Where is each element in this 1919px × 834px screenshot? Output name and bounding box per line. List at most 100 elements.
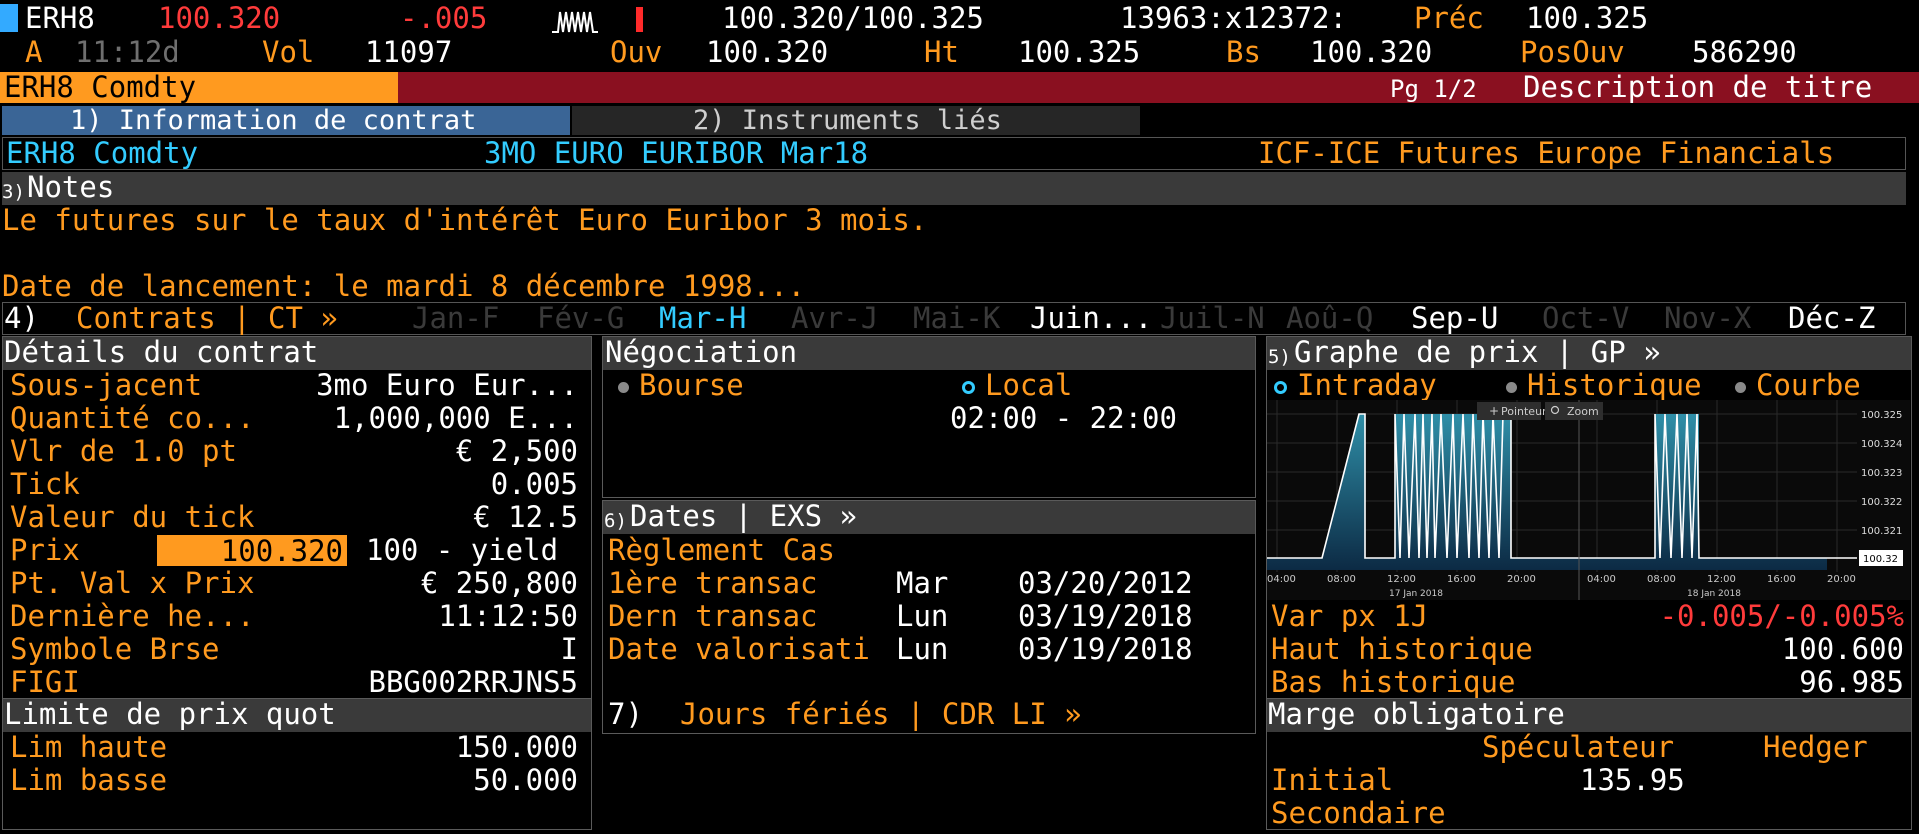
contracts-link[interactable]: Contrats | CT »	[76, 301, 338, 335]
dates-panel	[602, 500, 1256, 734]
month-dec[interactable]: Déc-Z	[1788, 301, 1876, 335]
margin-label-initial: Initial	[1271, 763, 1394, 797]
notes-line-2: Date de lancement: le mardi 8 décembre 1…	[2, 269, 806, 303]
graph-radio-historical-label: Historique	[1527, 368, 1702, 402]
month-jun[interactable]: Juin...	[1030, 301, 1153, 335]
detail-value-tick: 0.005	[490, 467, 578, 501]
date-label-valuation: Date valorisati	[608, 633, 870, 666]
month-oct[interactable]: Oct-V	[1542, 301, 1630, 335]
detail-label-quantity: Quantité co...	[10, 401, 255, 435]
volume-label: Vol	[262, 35, 315, 69]
svg-text:+: +	[1489, 404, 1499, 418]
negotiation-radio-local[interactable]: Local	[962, 369, 1072, 402]
net-change: -.005	[400, 1, 488, 35]
page-indicator[interactable]: Pg 1/2	[1390, 75, 1477, 103]
negotiation-panel	[602, 336, 1256, 498]
margin-label-maintenance: Secondaire	[1271, 796, 1446, 830]
dates-header-link[interactable]: Dates | EXS »	[630, 499, 857, 533]
ticker[interactable]: ERH8	[25, 1, 95, 35]
day-label: 17 Jan 2018	[1389, 589, 1443, 599]
detail-price-convention: 100 - yield	[366, 533, 559, 567]
security-field[interactable]	[0, 72, 398, 103]
margin-value-initial: 135.95	[1580, 763, 1685, 797]
prev-close-value: 100.325	[1526, 1, 1649, 35]
graph-radio-curve[interactable]: Courbe	[1735, 369, 1861, 402]
holidays-link[interactable]: Jours fériés | CDR LI »	[680, 697, 1082, 731]
low-label: Bs	[1226, 35, 1261, 69]
margin-header	[1267, 699, 1911, 732]
limits-panel	[2, 698, 592, 830]
detail-value-tick-value: € 12.5	[473, 500, 578, 534]
month-aug[interactable]: Aoû-Q	[1286, 301, 1374, 335]
limit-low-value: 50.000	[473, 763, 578, 797]
chart-pointer-label: Pointeur	[1501, 405, 1547, 418]
month-mar[interactable]: Mar-H	[659, 301, 747, 335]
detail-label-tick: Tick	[10, 467, 80, 501]
stat-label-day-change: Var px 1J	[1271, 599, 1429, 633]
graph-radio-intraday[interactable]: Intraday	[1274, 369, 1437, 402]
detail-label-price: Prix	[10, 533, 80, 567]
date-value-last-trade: 03/19/2018	[1018, 599, 1193, 633]
stat-label-all-time-high: Haut historique	[1271, 632, 1533, 666]
month-feb[interactable]: Fév-G	[537, 301, 625, 335]
intraday-price-chart[interactable]: + Pointeur Zoom 100.325 100.324 100.323 …	[1267, 400, 1910, 600]
limits-header	[3, 699, 591, 732]
detail-label-point-value: Vlr de 1.0 pt	[10, 434, 237, 468]
stat-value-day-change: -0.005/-0.005%	[1659, 599, 1904, 633]
last-price-marker-label: 100.32	[1863, 554, 1898, 565]
chart-pointer-button[interactable]: + Pointeur	[1477, 402, 1547, 420]
limit-low-label: Lim basse	[10, 763, 168, 797]
notes-header	[2, 172, 1906, 205]
x-tick: 16:00	[1767, 574, 1796, 585]
negotiation-radio-exchange[interactable]: Bourse	[618, 369, 744, 402]
chart-zoom-button[interactable]: Zoom	[1545, 402, 1603, 420]
dates-header	[603, 501, 1255, 534]
radio-unselected-icon	[1506, 381, 1517, 393]
stat-label-all-time-low: Bas historique	[1271, 665, 1516, 699]
month-jul[interactable]: Juil-N	[1160, 301, 1265, 335]
a-label: A	[25, 35, 43, 69]
detail-label-last-time: Dernière he...	[10, 599, 255, 633]
details-header	[3, 337, 591, 370]
details-header-label: Détails du contrat	[4, 335, 319, 369]
limits-header-label: Limite de prix quot	[4, 697, 336, 731]
y-tick: 100.323	[1861, 468, 1902, 479]
contracts-row-border	[2, 302, 1906, 335]
graph-radio-historical[interactable]: Historique	[1506, 369, 1702, 402]
notes-header-label: Notes	[27, 170, 115, 204]
negotiation-radio-local-label: Local	[985, 368, 1073, 402]
detail-value-quantity: 1,000,000 E...	[333, 401, 578, 435]
tab-related-instruments[interactable]	[572, 106, 1140, 135]
last-price: 100.320	[158, 1, 281, 35]
x-tick: 08:00	[1327, 574, 1356, 585]
month-nov[interactable]: Nov-X	[1664, 301, 1752, 335]
month-apr[interactable]: Avr-J	[791, 301, 879, 335]
low-value: 100.320	[1310, 35, 1433, 69]
date-day-last-trade: Lun	[896, 599, 949, 633]
detail-label-underlying: Sous-jacent	[10, 368, 203, 402]
radio-selected-icon	[962, 380, 975, 394]
volume-value: 11097	[365, 35, 453, 69]
tab-contract-info[interactable]	[2, 106, 570, 135]
screen-title: Description de titre	[1523, 70, 1873, 104]
detail-value-underlying: 3mo Euro Eur...	[316, 368, 578, 402]
margin-panel	[1266, 698, 1912, 830]
tab-related-instruments-label: 2) Instruments liés	[693, 105, 1002, 136]
graph-header-link[interactable]: Graphe de prix | GP »	[1294, 335, 1661, 369]
detail-value-figi: BBG002RRJNS5	[368, 665, 578, 699]
detail-value-exchange-symbol: I	[560, 632, 578, 666]
open-interest-label: PosOuv	[1520, 35, 1625, 69]
graph-header	[1267, 337, 1911, 370]
month-may[interactable]: Mai-K	[913, 301, 1001, 335]
info-security: ERH8 Comdty	[6, 136, 199, 170]
margin-col-speculator: Spéculateur	[1482, 730, 1675, 764]
month-sep[interactable]: Sep-U	[1411, 301, 1499, 335]
dates-header-num: 6)	[604, 510, 627, 532]
month-jan[interactable]: Jan-F	[412, 301, 500, 335]
x-tick: 12:00	[1387, 574, 1416, 585]
x-tick: 04:00	[1587, 574, 1616, 585]
radio-unselected-icon	[618, 381, 629, 393]
last-price-marker	[1859, 550, 1903, 566]
graph-radio-intraday-label: Intraday	[1297, 368, 1437, 402]
info-exchange: ICF-ICE Futures Europe Financials	[1258, 136, 1835, 170]
